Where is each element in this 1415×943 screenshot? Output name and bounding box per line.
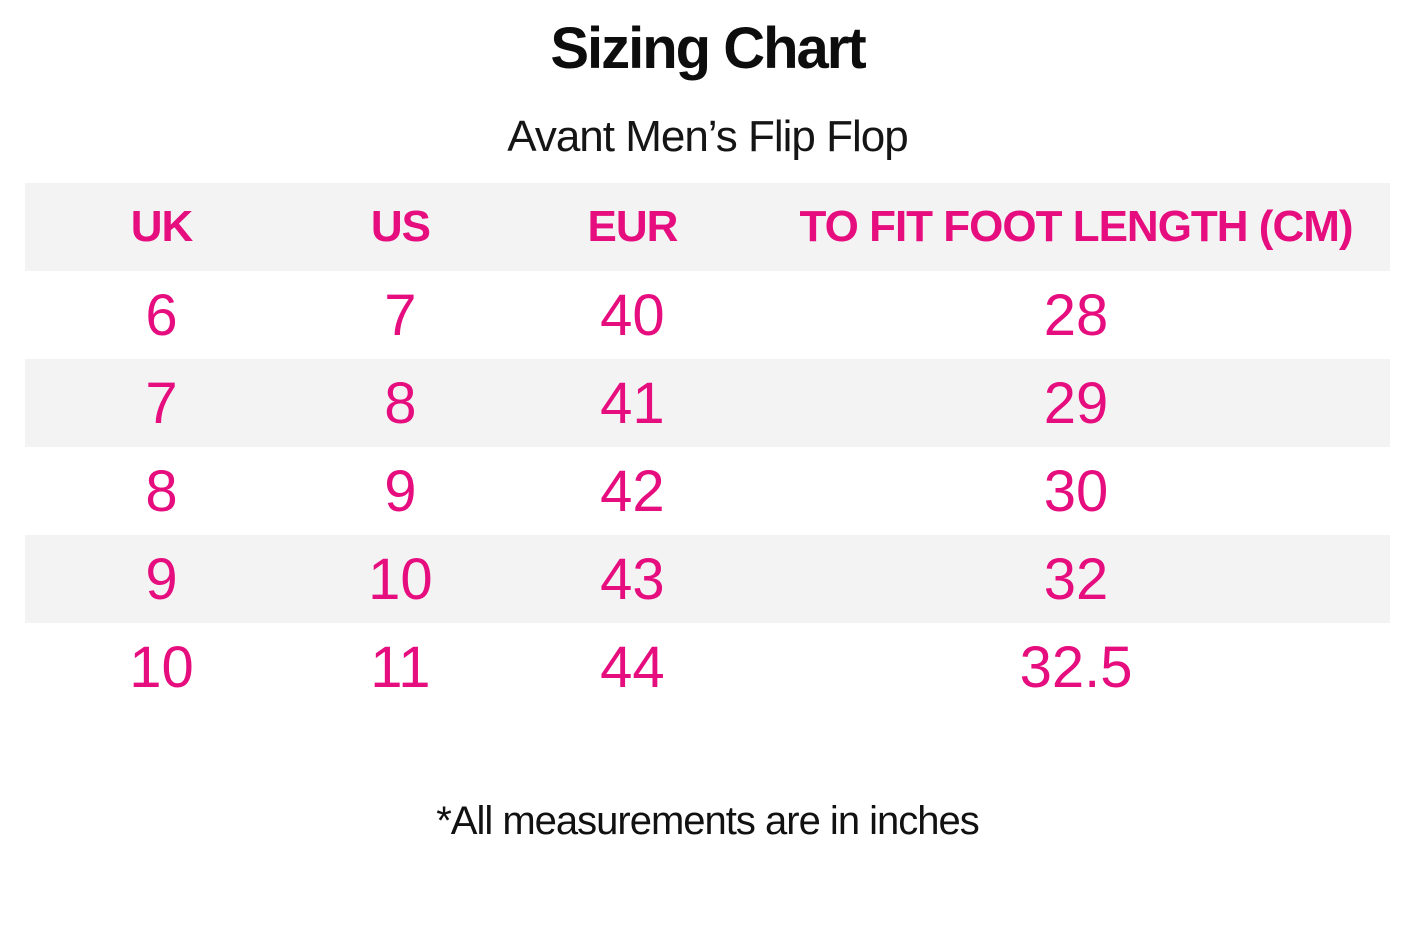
column-header-eur: EUR: [587, 202, 678, 252]
column-header-uk: UK: [130, 202, 194, 252]
table-cell-us: 8: [384, 370, 417, 436]
table-cell-us: 10: [368, 546, 433, 612]
product-name: Avant Men’s Flip Flop: [507, 111, 908, 161]
page-title: Sizing Chart: [550, 16, 866, 81]
measurements-footnote: *All measurements are in inches: [436, 799, 980, 844]
column-header-foot-length: TO FIT FOOT LENGTH (CM): [799, 202, 1354, 252]
table-cell-uk: 6: [145, 282, 178, 348]
table-cell-us: 11: [370, 634, 431, 700]
table-header-row: UK US EUR TO FIT FOOT LENGTH (CM): [25, 183, 1390, 272]
table-cell-eur: 41: [600, 370, 665, 436]
table-cell-eur: 44: [600, 634, 665, 700]
table-cell-eur: 43: [600, 546, 665, 612]
table-row: 6 7 40 28: [25, 271, 1390, 359]
table-cell-uk: 9: [145, 546, 178, 612]
table-row: 7 8 41 29: [25, 359, 1390, 448]
column-header-us: US: [370, 202, 431, 252]
table-row: 8 9 42 30: [25, 447, 1390, 535]
table-cell-foot-length: 28: [1043, 282, 1109, 348]
table-cell-foot-length: 30: [1043, 458, 1109, 524]
table-cell-uk: 10: [129, 634, 194, 700]
table-cell-eur: 42: [600, 458, 665, 524]
table-cell-us: 9: [384, 458, 417, 524]
table-cell-foot-length: 32.5: [1019, 634, 1133, 700]
table-cell-foot-length: 29: [1043, 370, 1109, 436]
table-cell-us: 7: [384, 282, 417, 348]
sizing-table: UK US EUR TO FIT FOOT LENGTH (CM) 6 7 40…: [25, 183, 1390, 711]
table-row: 10 11 44 32.5: [25, 623, 1390, 711]
table-cell-eur: 40: [600, 282, 665, 348]
table-cell-foot-length: 32: [1043, 546, 1109, 612]
table-cell-uk: 8: [145, 458, 178, 524]
table-cell-uk: 7: [145, 370, 178, 436]
table-row: 9 10 43 32: [25, 535, 1390, 624]
